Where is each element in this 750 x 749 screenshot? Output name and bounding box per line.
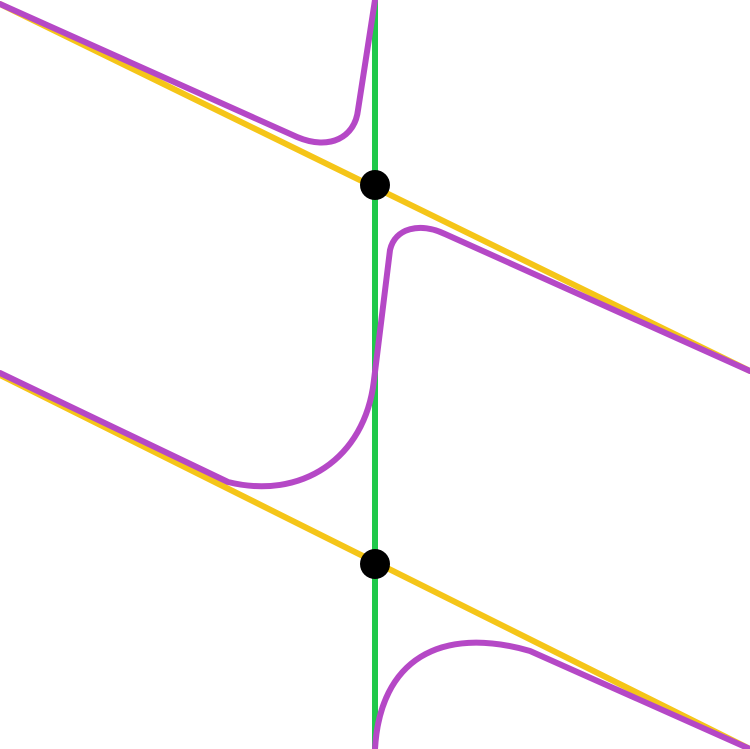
lower-intersection-point: [360, 549, 390, 579]
curve-branch-top: [0, 0, 378, 146]
curve-branch-bottom: [372, 639, 750, 749]
curve-branch-middle: [0, 224, 750, 490]
upper-intersection-point: [360, 170, 390, 200]
